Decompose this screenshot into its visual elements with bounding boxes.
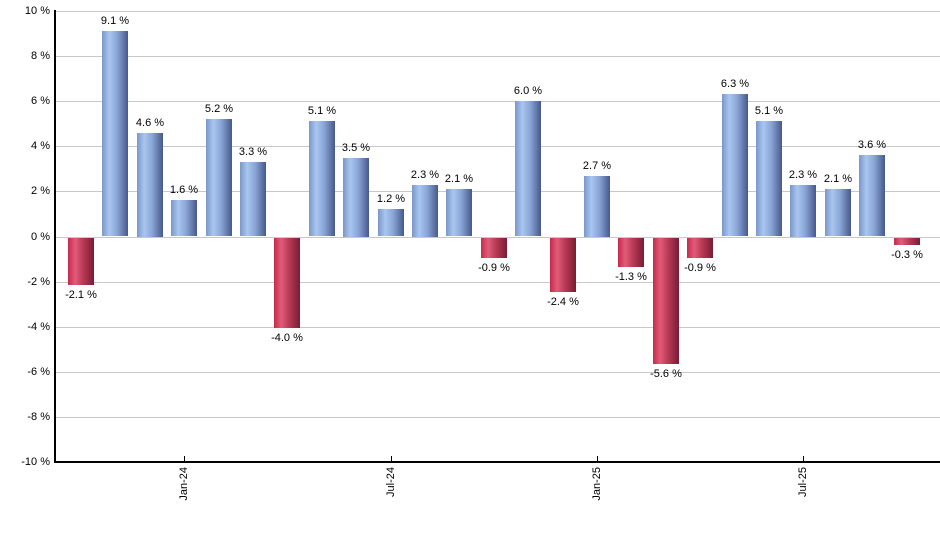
y-tick-label: -10 % <box>21 456 50 468</box>
y-gridline <box>55 56 940 57</box>
bar-value-label: 9.1 % <box>100 15 130 27</box>
y-tick-label: 0 % <box>31 231 50 243</box>
y-gridline <box>55 327 940 328</box>
chart-bar-positive <box>412 185 438 237</box>
bar-value-label: 3.6 % <box>857 139 887 151</box>
y-tick-label: 2 % <box>31 185 50 197</box>
bar-value-label: 2.1 % <box>823 173 853 185</box>
bar-value-label: 2.3 % <box>410 169 440 181</box>
x-tick-label: Jul-24 <box>385 467 397 497</box>
bar-value-label: 6.0 % <box>513 85 543 97</box>
chart-bar-negative <box>481 238 507 258</box>
x-tick-label: Jan-25 <box>591 467 603 501</box>
chart-bar-positive <box>343 158 369 237</box>
bar-value-label: 2.3 % <box>788 169 818 181</box>
y-tick-label: -2 % <box>27 276 50 288</box>
y-gridline <box>55 417 940 418</box>
bar-value-label: -2.4 % <box>547 296 579 308</box>
chart-bar-negative <box>550 238 576 292</box>
bar-value-label: 1.2 % <box>376 193 406 205</box>
bar-value-label: -1.3 % <box>615 271 647 283</box>
bar-value-label: -5.6 % <box>650 368 682 380</box>
y-tick-label: -4 % <box>27 321 50 333</box>
bar-value-label: 5.1 % <box>754 105 784 117</box>
y-tick-label: -6 % <box>27 366 50 378</box>
bar-value-label: 5.1 % <box>307 105 337 117</box>
chart-bar-negative <box>274 238 300 328</box>
bar-value-label: 2.7 % <box>582 160 612 172</box>
chart-bar-negative <box>68 238 94 285</box>
y-gridline <box>55 237 940 238</box>
chart-bar-positive <box>378 209 404 236</box>
y-gridline <box>55 11 940 12</box>
y-gridline <box>55 146 940 147</box>
chart-bar-positive <box>859 155 885 236</box>
chart-bar-positive <box>446 189 472 236</box>
x-tick-mark <box>184 456 185 462</box>
x-tick-mark <box>803 456 804 462</box>
bar-value-label: 5.2 % <box>204 103 234 115</box>
chart-bar-positive <box>206 119 232 236</box>
bar-value-label: 2.1 % <box>444 173 474 185</box>
y-gridline <box>55 191 940 192</box>
chart-bar-positive <box>825 189 851 236</box>
chart-bar-positive <box>171 200 197 236</box>
x-tick-label: Jul-25 <box>797 467 809 497</box>
chart-bar-positive <box>515 101 541 236</box>
bar-value-label: 4.6 % <box>135 117 165 129</box>
x-tick-mark <box>391 456 392 462</box>
bar-value-label: -0.9 % <box>478 262 510 274</box>
x-axis-line <box>54 461 940 463</box>
y-tick-label: 8 % <box>31 50 50 62</box>
y-gridline <box>55 282 940 283</box>
x-tick-label: Jan-24 <box>178 467 190 501</box>
chart-bar-positive <box>102 31 128 236</box>
bar-value-label: -2.1 % <box>65 289 97 301</box>
chart-bar-positive <box>756 121 782 236</box>
y-gridline <box>55 101 940 102</box>
y-axis-line <box>54 10 56 462</box>
bar-value-label: -0.9 % <box>684 262 716 274</box>
bar-value-label: -4.0 % <box>271 332 303 344</box>
y-tick-label: 6 % <box>31 95 50 107</box>
chart-bar-positive <box>240 162 266 236</box>
chart-bar-negative <box>894 238 920 245</box>
chart-bar-positive <box>309 121 335 236</box>
bar-value-label: 3.3 % <box>238 146 268 158</box>
chart-bar-positive <box>137 133 163 237</box>
y-gridline <box>55 372 940 373</box>
x-tick-mark <box>597 456 598 462</box>
chart-bar-positive <box>584 176 610 237</box>
bar-value-label: 6.3 % <box>720 78 750 90</box>
bar-value-label: -0.3 % <box>891 249 923 261</box>
chart-bar-positive <box>790 185 816 237</box>
chart-bar-negative <box>618 238 644 267</box>
bar-value-label: 1.6 % <box>169 184 199 196</box>
chart-bar-negative <box>687 238 713 258</box>
y-tick-label: 10 % <box>24 5 50 17</box>
chart-bar-negative <box>653 238 679 364</box>
bar-value-label: 3.5 % <box>341 142 371 154</box>
y-tick-label: -8 % <box>27 411 50 423</box>
chart-bar-positive <box>722 94 748 236</box>
y-tick-label: 4 % <box>31 140 50 152</box>
